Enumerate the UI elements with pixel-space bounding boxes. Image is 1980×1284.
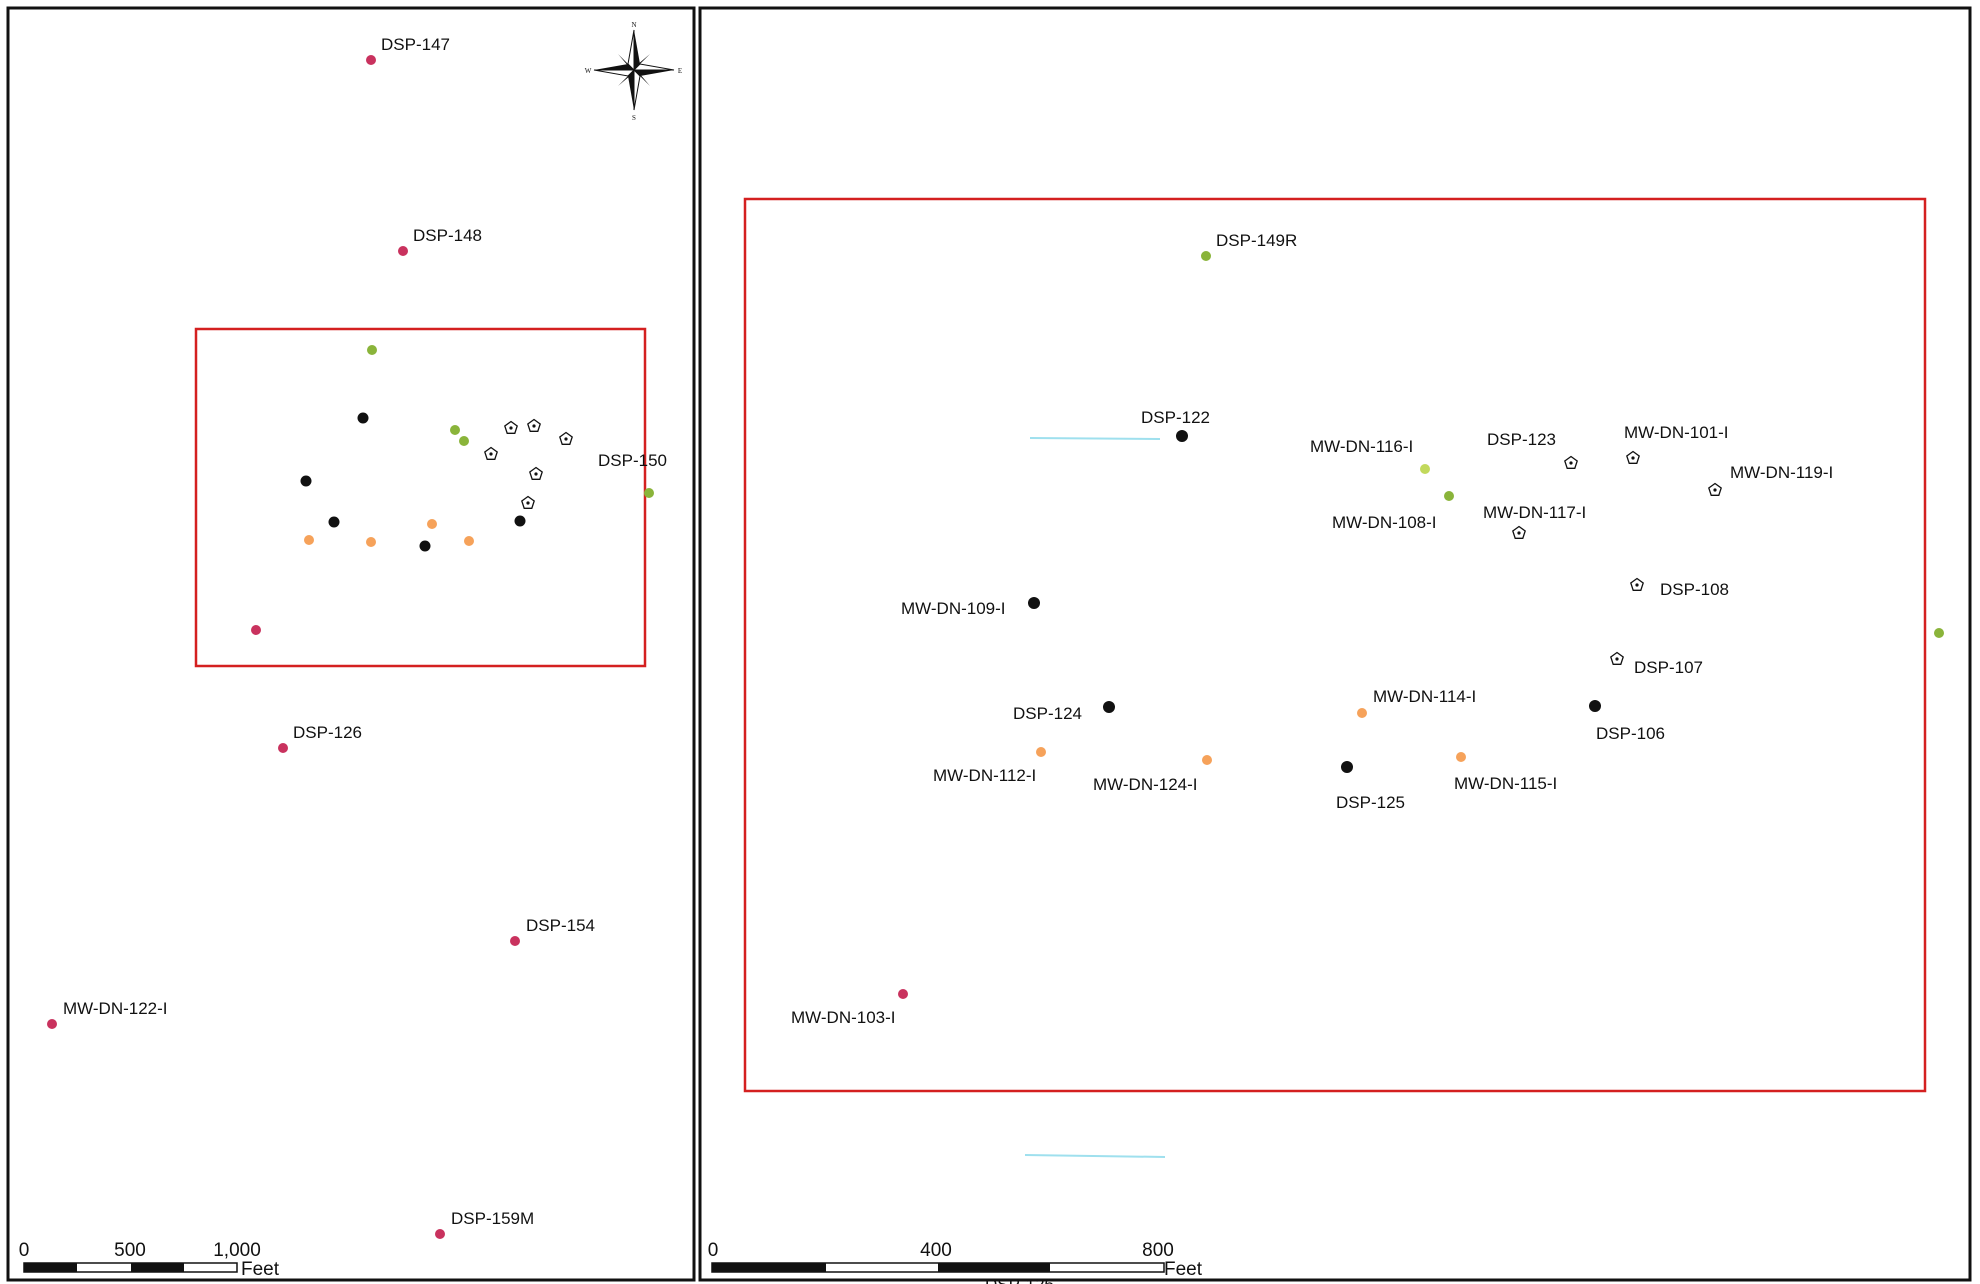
scale-tick-label: 1,000 bbox=[213, 1240, 261, 1261]
overview-well-dsp147[interactable]: DSP-147 bbox=[366, 35, 450, 65]
well-label: MW-DN-124-I bbox=[1093, 775, 1198, 794]
overview-well-dsp154[interactable]: DSP-154 bbox=[510, 916, 595, 946]
compass-w: W bbox=[585, 67, 592, 75]
water-feature bbox=[1024, 1154, 1166, 1158]
well-label: MW-DN-117-I bbox=[1483, 503, 1586, 522]
detail-well-dsp106[interactable]: DSP-106 bbox=[1589, 700, 1665, 743]
scale-tick-label: 0 bbox=[19, 1240, 30, 1261]
pentagon-well-icon[interactable] bbox=[521, 495, 535, 509]
detail-well-mwdn112[interactable]: MW-DN-112-I bbox=[933, 747, 1046, 785]
detail-well-mwdn124[interactable]: MW-DN-124-I bbox=[1093, 755, 1212, 794]
detail-well-dsp125[interactable]: DSP-125 bbox=[1336, 761, 1405, 812]
overview-well-dsp148[interactable]: DSP-148 bbox=[398, 226, 482, 256]
well-label: DSP-123 bbox=[1487, 430, 1556, 449]
well-label: DSP-150 bbox=[598, 451, 667, 470]
well-label: MW-DN-122-I bbox=[63, 999, 168, 1018]
cutoff-well-label: DSP-126 bbox=[985, 1275, 1054, 1284]
detail-well-mwdn115[interactable]: MW-DN-115-I bbox=[1454, 752, 1557, 793]
detail-well-mwdn108[interactable]: MW-DN-108-I bbox=[1332, 491, 1454, 532]
overview-well-point[interactable] bbox=[328, 516, 340, 528]
detail-well-mwdn119[interactable]: MW-DN-119-I bbox=[1708, 463, 1833, 496]
overview-well-point[interactable] bbox=[450, 425, 460, 435]
well-label: DSP-147 bbox=[381, 35, 450, 54]
overview-well-dsp126[interactable]: DSP-126 bbox=[278, 723, 362, 753]
well-label: DSP-126 bbox=[293, 723, 362, 742]
detail-well-dsp107[interactable]: DSP-107 bbox=[1610, 651, 1703, 678]
detail-well-dsp149r[interactable]: DSP-149R bbox=[1201, 231, 1297, 261]
well-label: DSP-149R bbox=[1216, 231, 1297, 250]
well-label: MW-DN-112-I bbox=[933, 766, 1036, 785]
scale-tick-label: 400 bbox=[920, 1240, 952, 1261]
overview-well-point[interactable] bbox=[300, 475, 312, 487]
pentagon-well-icon[interactable] bbox=[529, 466, 543, 480]
overview-map-frame bbox=[6, 6, 696, 1282]
well-label: DSP-125 bbox=[1336, 793, 1405, 812]
overview-well-point[interactable] bbox=[514, 515, 526, 527]
overview-well-mwdn122[interactable]: MW-DN-122-I bbox=[47, 999, 168, 1029]
detail-well-dsp123[interactable]: DSP-123 bbox=[1487, 430, 1578, 469]
detail-well-dsp122[interactable]: DSP-122 bbox=[1141, 408, 1210, 442]
well-label: DSP-106 bbox=[1596, 724, 1665, 743]
well-label: MW-DN-108-I bbox=[1332, 513, 1437, 532]
overview-well-dsp150[interactable]: DSP-150 bbox=[598, 451, 667, 498]
well-label: MW-DN-103-I bbox=[791, 1008, 896, 1027]
water-feature bbox=[1029, 437, 1161, 440]
overview-well-point[interactable] bbox=[427, 519, 437, 529]
pentagon-well-icon[interactable] bbox=[559, 431, 573, 445]
well-label: DSP-148 bbox=[413, 226, 482, 245]
scale-tick-label: 500 bbox=[114, 1240, 146, 1261]
scale-unit: Feet bbox=[1164, 1259, 1203, 1280]
overview-well-point[interactable] bbox=[367, 345, 377, 355]
detail-well-mwdn109[interactable]: MW-DN-109-I bbox=[901, 597, 1040, 618]
well-label: DSP-107 bbox=[1634, 658, 1703, 677]
detail-well-point[interactable] bbox=[1934, 628, 1944, 638]
well-label: MW-DN-115-I bbox=[1454, 774, 1557, 793]
well-label: DSP-122 bbox=[1141, 408, 1210, 427]
overview-well-point[interactable] bbox=[357, 412, 369, 424]
overview-well-point[interactable] bbox=[459, 436, 469, 446]
detail-well-mwdn117[interactable]: MW-DN-117-I bbox=[1483, 503, 1586, 539]
detail-well-mwdn114[interactable]: MW-DN-114-I bbox=[1357, 687, 1476, 718]
overview-well-point[interactable] bbox=[366, 537, 376, 547]
well-label: MW-DN-109-I bbox=[901, 599, 1006, 618]
pentagon-well-icon[interactable] bbox=[527, 418, 541, 432]
compass-e: E bbox=[678, 67, 682, 75]
scale-tick-label: 0 bbox=[708, 1240, 719, 1261]
scale-tick-label: 800 bbox=[1142, 1240, 1174, 1261]
well-label: DSP-154 bbox=[526, 916, 595, 935]
detail-well-mwdn101[interactable]: MW-DN-101-I bbox=[1624, 423, 1729, 464]
well-label: DSP-108 bbox=[1660, 580, 1729, 599]
overview-well-point[interactable] bbox=[464, 536, 474, 546]
compass-n: N bbox=[631, 21, 636, 29]
overview-extent-box bbox=[194, 327, 647, 668]
well-label: MW-DN-116-I bbox=[1310, 437, 1413, 456]
detail-well-dsp108[interactable]: DSP-108 bbox=[1630, 577, 1729, 600]
pentagon-well-icon[interactable] bbox=[484, 446, 498, 460]
overview-well-dsp159m[interactable]: DSP-159M bbox=[435, 1209, 534, 1239]
pentagon-well-icon[interactable] bbox=[504, 420, 518, 434]
detail-extent-box bbox=[743, 197, 1927, 1093]
compass-s: S bbox=[632, 114, 636, 122]
north-arrow-icon: N S E W bbox=[585, 21, 682, 122]
overview-well-point[interactable] bbox=[304, 535, 314, 545]
detail-well-mwdn116[interactable]: MW-DN-116-I bbox=[1310, 437, 1430, 474]
detail-scale-bar: 0 400 800 Feet bbox=[708, 1240, 1203, 1280]
well-label: MW-DN-114-I bbox=[1373, 687, 1476, 706]
well-label: MW-DN-101-I bbox=[1624, 423, 1729, 442]
overview-well-point[interactable] bbox=[251, 625, 261, 635]
overview-well-point[interactable] bbox=[419, 540, 431, 552]
well-label: MW-DN-119-I bbox=[1730, 463, 1833, 482]
detail-well-dsp124[interactable]: DSP-124 bbox=[1013, 701, 1115, 723]
overview-scale-bar: 0 500 1,000 Feet bbox=[19, 1240, 280, 1280]
well-label: DSP-159M bbox=[451, 1209, 534, 1228]
detail-well-mwdn103[interactable]: MW-DN-103-I bbox=[791, 989, 908, 1027]
detail-map-frame bbox=[698, 6, 1972, 1282]
scale-unit: Feet bbox=[241, 1259, 280, 1280]
well-label: DSP-124 bbox=[1013, 704, 1082, 723]
